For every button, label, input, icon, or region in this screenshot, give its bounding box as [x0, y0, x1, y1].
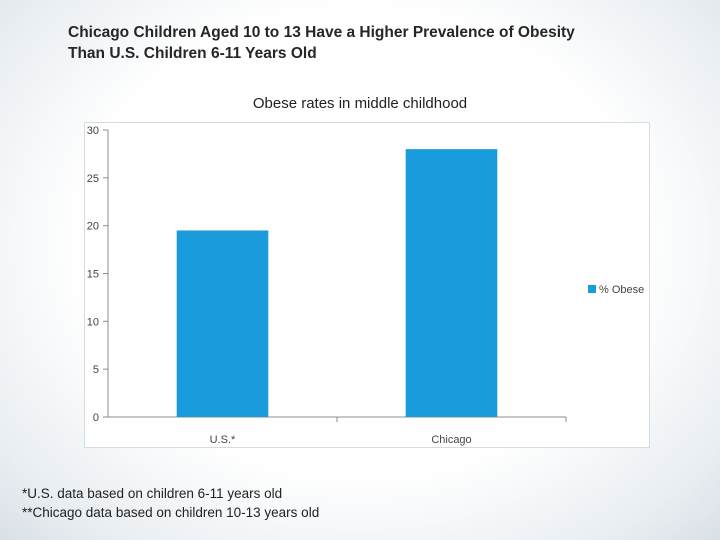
y-tick-label: 15 [87, 269, 99, 281]
slide-title: Chicago Children Aged 10 to 13 Have a Hi… [68, 22, 708, 64]
y-tick-label: 0 [93, 412, 99, 424]
y-tick-label: 25 [87, 173, 99, 185]
chart-title: Obese rates in middle childhood [252, 95, 468, 112]
footnote-us: *U.S. data based on children 6-11 years … [22, 486, 283, 501]
slide-title-line1: Chicago Children Aged 10 to 13 Have a Hi… [68, 24, 575, 41]
x-tick-label: Chicago [431, 434, 471, 446]
y-tick-label: 20 [87, 221, 99, 233]
footnote-chicago: **Chicago data based on children 10-13 y… [22, 505, 320, 520]
y-tick-label: 30 [87, 125, 99, 137]
legend-label: % Obese [599, 284, 644, 296]
footnotes: *U.S. data based on children 6-11 years … [22, 484, 319, 522]
legend-swatch [588, 285, 596, 293]
slide-title-line2: Than U.S. Children 6-11 Years Old [68, 45, 317, 62]
bar-us [176, 230, 269, 417]
bar-chicago [405, 149, 498, 417]
y-tick-label: 5 [93, 364, 99, 376]
y-tick-label: 10 [87, 316, 99, 328]
x-tick-label: U.S.* [210, 434, 236, 446]
